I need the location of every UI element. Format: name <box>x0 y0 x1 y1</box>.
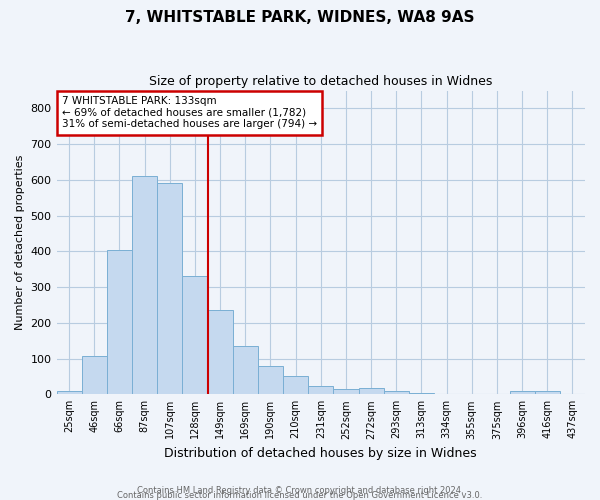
Bar <box>308 386 334 394</box>
Bar <box>383 392 409 394</box>
X-axis label: Distribution of detached houses by size in Widnes: Distribution of detached houses by size … <box>164 447 477 460</box>
Bar <box>56 392 82 394</box>
Bar <box>258 366 283 394</box>
Bar <box>359 388 383 394</box>
Bar <box>283 376 308 394</box>
Text: 7, WHITSTABLE PARK, WIDNES, WA8 9AS: 7, WHITSTABLE PARK, WIDNES, WA8 9AS <box>125 10 475 25</box>
Bar <box>233 346 258 395</box>
Bar <box>334 389 359 394</box>
Bar <box>409 393 434 394</box>
Text: Contains public sector information licensed under the Open Government Licence v3: Contains public sector information licen… <box>118 491 482 500</box>
Bar <box>535 391 560 394</box>
Text: 7 WHITSTABLE PARK: 133sqm
← 69% of detached houses are smaller (1,782)
31% of se: 7 WHITSTABLE PARK: 133sqm ← 69% of detac… <box>62 96 317 130</box>
Bar <box>82 356 107 395</box>
Bar <box>208 310 233 394</box>
Title: Size of property relative to detached houses in Widnes: Size of property relative to detached ho… <box>149 75 493 88</box>
Bar <box>132 176 157 394</box>
Bar <box>157 184 182 394</box>
Y-axis label: Number of detached properties: Number of detached properties <box>15 154 25 330</box>
Text: Contains HM Land Registry data © Crown copyright and database right 2024.: Contains HM Land Registry data © Crown c… <box>137 486 463 495</box>
Bar <box>509 392 535 394</box>
Bar <box>182 276 208 394</box>
Bar <box>107 250 132 394</box>
